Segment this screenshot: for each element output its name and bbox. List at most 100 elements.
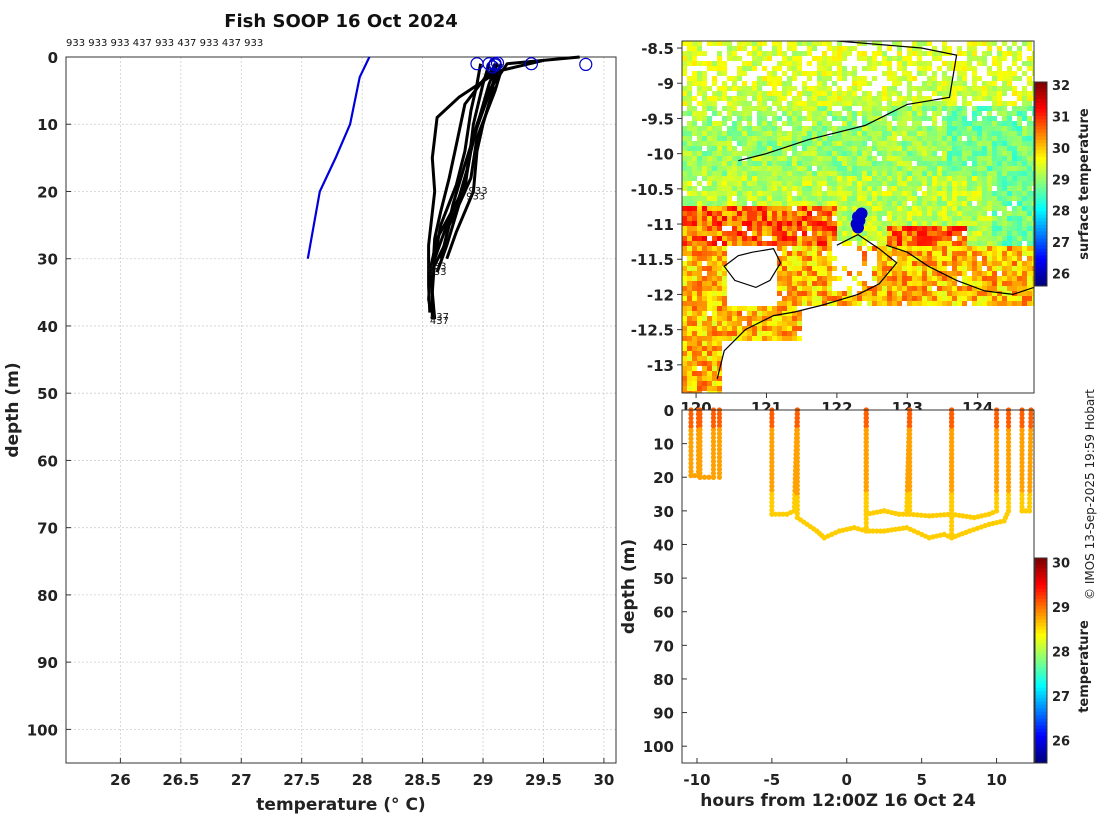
sst-cell	[912, 51, 917, 56]
credit-text: © IMOS 13-Sep-2025 19:59 Hobart	[1083, 389, 1097, 600]
temp-colorbar-segment	[1035, 698, 1047, 702]
sst-cell	[717, 166, 722, 171]
section-point	[1019, 427, 1025, 433]
sst-colorbar-tick: 32	[1052, 79, 1070, 94]
sst-cell	[692, 81, 697, 86]
section-point	[863, 459, 869, 465]
section-point	[863, 499, 869, 505]
sst-cell	[682, 71, 687, 76]
sst-cell	[1012, 186, 1017, 191]
sst-cell	[947, 246, 952, 251]
sst-cell	[862, 156, 867, 161]
sst-cell	[767, 151, 772, 156]
sst-cell	[912, 296, 917, 301]
sst-cell	[962, 261, 967, 266]
sst-cell	[942, 146, 947, 151]
sst-cell	[877, 131, 882, 136]
sst-cell	[952, 151, 957, 156]
sst-cell	[717, 141, 722, 146]
sst-cell	[722, 336, 727, 341]
sst-cell	[962, 221, 967, 226]
sst-cell	[812, 271, 817, 276]
sst-cell	[947, 136, 952, 141]
sst-cell	[992, 141, 997, 146]
sst-cell	[1022, 91, 1027, 96]
section-point	[993, 467, 1000, 474]
sst-cell	[852, 236, 857, 241]
sst-cell	[897, 206, 902, 211]
sst-cell	[717, 161, 722, 166]
sst-cell	[1027, 146, 1032, 151]
sst-cell	[967, 281, 972, 286]
sst-cell	[1022, 161, 1027, 166]
sst-cell	[917, 246, 922, 251]
sst-cell	[812, 206, 817, 211]
sst-cell	[817, 201, 822, 206]
sst-cell	[762, 111, 767, 116]
sst-cell	[972, 221, 977, 226]
sst-cell	[857, 281, 862, 286]
sst-cell	[782, 281, 787, 286]
sst-cell	[807, 76, 812, 81]
sst-cell	[697, 361, 702, 366]
sst-cell	[707, 376, 712, 381]
sst-cell	[822, 151, 827, 156]
sst-cell	[817, 166, 822, 171]
section-point	[794, 423, 800, 429]
sst-cell	[757, 166, 762, 171]
sst-cell	[767, 161, 772, 166]
sst-cell	[837, 86, 842, 91]
section-point	[769, 475, 775, 481]
sst-cell	[887, 46, 892, 51]
sst-cell	[902, 256, 907, 261]
sst-cell	[867, 136, 872, 141]
sst-cell	[807, 161, 812, 166]
section-point	[993, 435, 1000, 441]
sst-cell	[687, 231, 692, 236]
sst-cell	[927, 206, 932, 211]
section-point	[1019, 411, 1025, 417]
sst-cell	[792, 176, 797, 181]
sst-cell	[757, 126, 762, 131]
sst-cell	[937, 101, 942, 106]
sst-cell	[917, 156, 922, 161]
y-tick-label: 90	[37, 654, 58, 672]
temp-colorbar-segment	[1035, 599, 1047, 603]
sst-cell	[942, 301, 947, 306]
sst-cell	[862, 121, 867, 126]
y-tick-label: 0	[48, 49, 58, 67]
sst-cell	[792, 156, 797, 161]
sst-cell	[797, 166, 802, 171]
sst-cell	[722, 301, 727, 306]
sst-cell	[832, 256, 837, 261]
sst-cell	[907, 96, 912, 101]
sst-cell	[942, 151, 947, 156]
sst-cell	[797, 91, 802, 96]
sst-cell	[802, 211, 807, 216]
sst-cell	[862, 201, 867, 206]
sst-cell	[992, 56, 997, 61]
sst-cell	[797, 291, 802, 296]
sst-cell	[792, 161, 797, 166]
sst-cell	[722, 271, 727, 276]
sst-cell	[782, 191, 787, 196]
sst-cell	[992, 86, 997, 91]
section-point	[1027, 496, 1033, 502]
sst-cell	[752, 56, 757, 61]
sst-cell	[757, 326, 762, 331]
sst-cell	[1027, 141, 1032, 146]
temp-colorbar-segment	[1035, 701, 1047, 706]
sst-cell	[727, 331, 732, 336]
sst-cell	[717, 316, 722, 321]
sst-cell	[832, 206, 837, 211]
sst-cell	[952, 251, 957, 256]
sst-cell	[727, 176, 732, 181]
sst-colorbar-segment	[1035, 190, 1047, 195]
sst-cell	[997, 251, 1002, 256]
sst-cell	[1007, 146, 1012, 151]
sst-cell	[852, 121, 857, 126]
sst-cell	[707, 316, 712, 321]
sst-cell	[687, 251, 692, 256]
section-point	[949, 467, 955, 473]
sst-cell	[772, 336, 777, 341]
